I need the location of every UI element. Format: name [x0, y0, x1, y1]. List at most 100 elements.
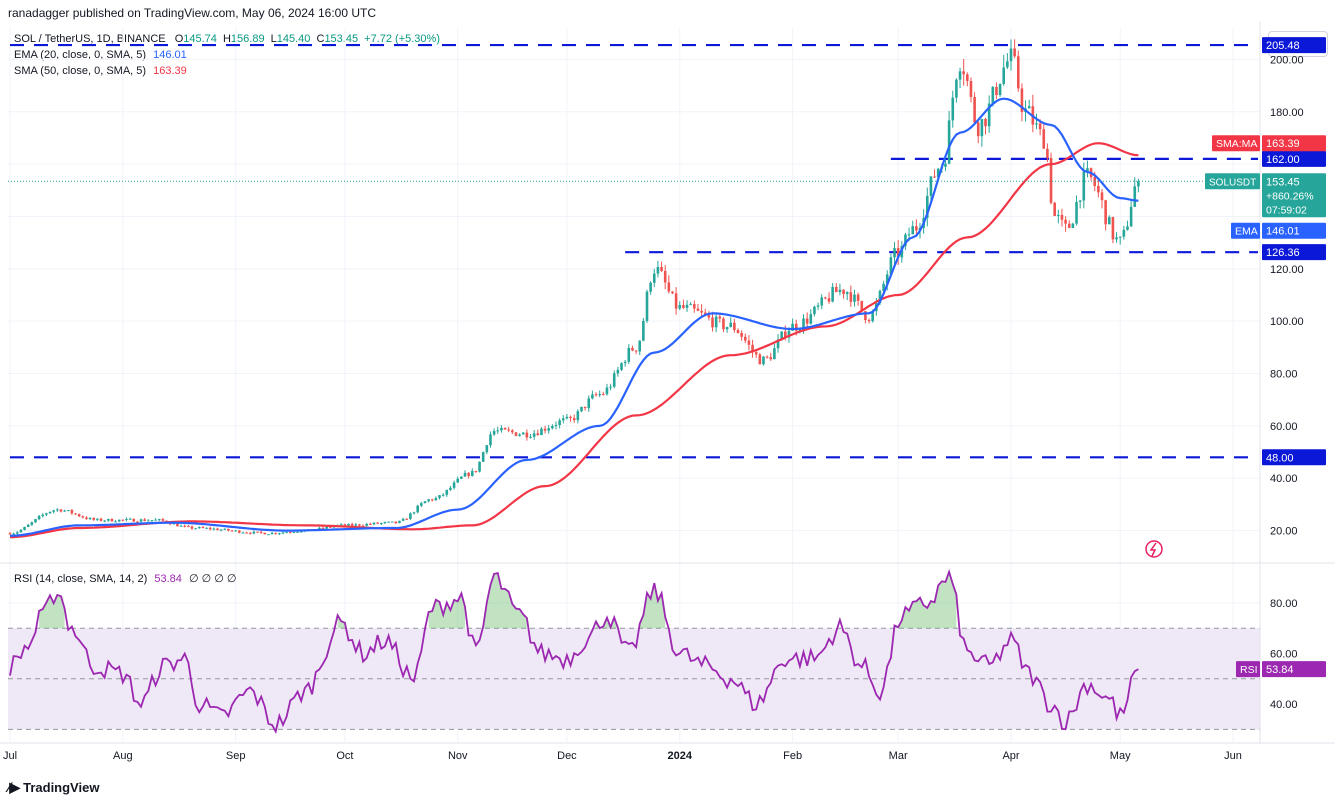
- candle-body: [598, 394, 601, 396]
- candle-body: [805, 318, 809, 324]
- candle-body: [132, 518, 136, 522]
- candle-body: [34, 519, 37, 523]
- candle-body: [398, 520, 401, 524]
- candle-body: [711, 317, 714, 328]
- candle-body: [1060, 214, 1064, 220]
- candle-body: [358, 524, 361, 526]
- candle-body: [915, 226, 918, 231]
- candle-body: [889, 257, 893, 275]
- candle-body: [925, 195, 929, 218]
- candle-body: [656, 267, 660, 274]
- candle-body: [849, 292, 853, 302]
- candle-body: [529, 436, 532, 438]
- candle-body: [503, 427, 507, 430]
- candle-body: [1129, 206, 1133, 227]
- candle-body: [824, 297, 827, 299]
- candle-body: [117, 519, 121, 522]
- candle-body: [784, 331, 787, 338]
- candle-body: [434, 498, 438, 501]
- open-value: 145.74: [183, 33, 217, 45]
- price-axis[interactable]: 20.00 40.00 60.00 80.00 100.00 120.00 180.00 20…: [1270, 54, 1304, 537]
- sma-legend-value: 163.39: [153, 65, 187, 77]
- candle-body: [81, 516, 85, 518]
- lightning-icon[interactable]: [1145, 540, 1163, 558]
- price-tags: 205.48 162.00 126.36 48.00 SMA:MA 163.39 SOLUS…: [1205, 37, 1326, 678]
- candle-body: [751, 344, 754, 353]
- candle-body: [1122, 229, 1126, 237]
- tradingview-logo-icon: ⁄▶: [8, 779, 20, 795]
- close-value: 153.45: [324, 33, 359, 45]
- candle-body: [1046, 148, 1049, 158]
- candle-body: [1035, 123, 1038, 125]
- rsi-tag-label-bg: [1236, 661, 1260, 678]
- sym-tag-label-bg: [1205, 173, 1260, 190]
- time-axis[interactable]: Jul Aug Sep Oct Nov Dec 2024 Feb Mar Apr May Jun: [3, 750, 1242, 762]
- candle-body: [780, 331, 783, 340]
- candle-body: [802, 318, 805, 330]
- candle-body: [976, 122, 980, 137]
- level-205-tag-bg: [1262, 37, 1326, 54]
- candle-body: [110, 518, 114, 522]
- candle-body: [947, 120, 951, 164]
- candle-body: [492, 431, 496, 435]
- candle-body: [842, 289, 845, 294]
- low-value: 145.40: [276, 33, 311, 45]
- candle-body: [1002, 67, 1006, 84]
- candle-body: [853, 294, 856, 302]
- candle-body: [467, 472, 470, 476]
- candle-body: [470, 470, 474, 476]
- candle-body: [460, 476, 463, 479]
- candle-body: [718, 316, 722, 319]
- candle-body: [1111, 217, 1115, 240]
- candle-body: [845, 292, 849, 294]
- sym-tag-change: +860.26%: [1266, 190, 1314, 202]
- candle-body: [561, 418, 565, 421]
- candle-body: [30, 522, 34, 525]
- candle-body: [856, 294, 860, 301]
- candle-body: [37, 516, 41, 520]
- candle-body: [452, 482, 456, 488]
- candle-body: [241, 532, 245, 534]
- candle-body: [991, 86, 995, 104]
- candle-body: [929, 176, 933, 196]
- ema-legend[interactable]: EMA (20, close, 0, SMA, 5) 146.01: [14, 49, 187, 61]
- candle-body: [245, 532, 248, 534]
- candle-body: [1107, 217, 1111, 225]
- sma-legend-label: SMA (50, close, 0, SMA, 5): [14, 65, 147, 77]
- candle-body: [216, 528, 219, 531]
- tradingview-brand: TradingView: [23, 780, 100, 795]
- candle-body: [1100, 192, 1104, 201]
- candle-body: [565, 416, 569, 419]
- candle-body: [696, 308, 700, 311]
- rsi-legend[interactable]: RSI (14, close, SMA, 14, 2) 53.84 ∅ ∅ ∅ …: [14, 572, 236, 585]
- candle-body: [88, 518, 92, 520]
- candle-body: [343, 524, 347, 526]
- candle-body: [136, 521, 139, 523]
- candle-body: [41, 514, 45, 517]
- candle-body: [15, 532, 19, 534]
- candle-body: [642, 320, 645, 341]
- candle-body: [1075, 201, 1078, 224]
- candle-body: [707, 314, 711, 318]
- tradingview-logo[interactable]: ⁄▶ TradingView: [8, 779, 99, 796]
- candle-body: [620, 363, 623, 370]
- candle-body: [612, 373, 616, 387]
- candle-body: [489, 434, 492, 446]
- candle-body: [663, 270, 667, 283]
- candle-body: [52, 510, 55, 512]
- symbol-legend[interactable]: SOL / TetherUS, 1D, BINANCE O145.74 H156…: [14, 33, 440, 45]
- candle-body: [864, 311, 867, 321]
- ema-legend-value: 146.01: [153, 49, 187, 61]
- sma-legend[interactable]: SMA (50, close, 0, SMA, 5) 163.39: [14, 65, 187, 77]
- candle-body: [1027, 106, 1031, 109]
- price-tick-label: 180.00: [1270, 107, 1304, 119]
- candle-body: [77, 514, 81, 517]
- rsi-overbought-area: [39, 594, 65, 629]
- candle-body: [387, 521, 390, 523]
- candle-body: [547, 428, 551, 431]
- candle-body: [743, 336, 747, 341]
- candle-body: [536, 433, 540, 436]
- rsi-axis[interactable]: 40.00 60.00 80.00: [1270, 598, 1298, 711]
- candle-body: [583, 406, 587, 409]
